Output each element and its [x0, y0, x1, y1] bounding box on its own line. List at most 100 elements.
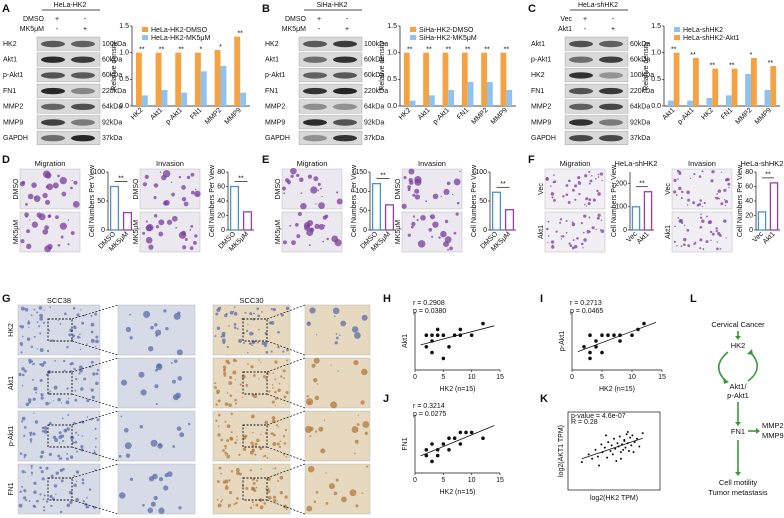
- protein-label: HK2: [3, 41, 17, 48]
- cell-spot: [38, 325, 41, 328]
- cell-spot: [252, 431, 254, 434]
- cell-spot: [228, 325, 230, 327]
- cell-spot: [256, 438, 260, 443]
- stat-text: p-value = 4.6e-07: [571, 413, 626, 420]
- cell-spot: [309, 435, 312, 437]
- bar: [429, 95, 435, 106]
- cell-spot: [78, 372, 81, 375]
- cell-spot: [283, 395, 287, 399]
- cell-spot: [683, 237, 687, 242]
- point: [624, 446, 627, 449]
- cell-spot: [214, 382, 217, 385]
- cell-spot: [31, 474, 33, 476]
- zoom-box: [47, 477, 73, 501]
- significance: **: [639, 181, 645, 188]
- cell-spot: [22, 373, 25, 377]
- cell-spot: [317, 182, 321, 186]
- cell-spot: [584, 174, 588, 178]
- cell-spot: [354, 332, 361, 339]
- treatment-sign: +: [83, 26, 87, 33]
- cell-spot: [720, 171, 723, 173]
- zoom-line: [71, 357, 119, 373]
- cell-spot: [224, 451, 227, 455]
- panel-letter: E: [262, 154, 269, 166]
- bar: [220, 66, 227, 106]
- point: [629, 436, 632, 439]
- point: [441, 442, 446, 446]
- blot-band: [569, 135, 593, 142]
- cell-spot: [66, 452, 69, 455]
- legend-swatch: [674, 27, 680, 32]
- cell-spot: [308, 401, 312, 405]
- cell-spot: [153, 214, 158, 218]
- cell-spot: [77, 434, 80, 436]
- point: [447, 448, 451, 452]
- point: [481, 321, 485, 326]
- panel-letter: D: [2, 154, 10, 166]
- cell-spot: [96, 368, 100, 372]
- cell-spot: [459, 170, 461, 173]
- cell-spot: [66, 427, 70, 431]
- cell-spot: [573, 244, 578, 249]
- cell-spot: [270, 321, 275, 325]
- blot-band: [599, 119, 623, 126]
- y-tick-label: 150: [355, 169, 367, 176]
- cell-spot: [223, 371, 227, 376]
- cell-spot: [39, 378, 43, 383]
- panel-letter: B: [262, 3, 270, 15]
- y-axis-label: Relative density: [379, 41, 386, 91]
- cell-spot: [39, 466, 42, 470]
- row-label: DMSO: [395, 178, 402, 200]
- zoom-line: [71, 499, 119, 515]
- cell-spot: [286, 359, 289, 362]
- point: [435, 327, 440, 332]
- cell-spot: [553, 198, 556, 202]
- cell-spot: [586, 229, 590, 234]
- cell-spot: [236, 327, 239, 330]
- cell-spot: [223, 374, 226, 377]
- bar: [712, 68, 719, 106]
- cell-spot: [252, 504, 255, 506]
- x-tick-label: 15: [496, 374, 504, 381]
- cell-spot: [33, 335, 36, 338]
- bar: [240, 92, 247, 106]
- cell-spot: [224, 479, 229, 484]
- blot-band: [71, 72, 95, 79]
- cell-spot: [53, 484, 58, 488]
- cell-spot: [316, 383, 319, 385]
- cell-spot: [251, 501, 254, 504]
- cell-spot: [260, 468, 262, 470]
- cell-spot: [45, 185, 49, 189]
- cell-spot: [25, 402, 30, 407]
- cell-spot: [72, 306, 76, 310]
- x-axis-label: log2(HK2 TPM): [590, 495, 638, 502]
- cell-spot: [75, 470, 79, 474]
- cell-spot: [23, 456, 26, 459]
- cell-spot: [224, 402, 229, 406]
- x-tick-label: 5: [441, 374, 445, 381]
- cell-spot: [239, 383, 242, 386]
- cell-spot: [414, 194, 421, 200]
- bar: [667, 100, 674, 106]
- blot-band: [599, 135, 623, 142]
- cell-spot: [78, 365, 83, 370]
- significance: **: [504, 47, 510, 54]
- significance: **: [407, 47, 413, 54]
- cell-spot: [306, 321, 311, 326]
- cell-spot: [573, 223, 575, 225]
- cell-spot: [417, 240, 426, 248]
- cell-spot: [255, 487, 258, 489]
- cell-spot: [314, 223, 320, 230]
- cell-spot: [39, 313, 43, 318]
- cell-spot: [92, 372, 96, 376]
- cell-spot: [66, 387, 69, 390]
- cell-spot: [43, 429, 48, 434]
- cell-spot: [179, 432, 185, 438]
- cell-spot: [28, 500, 31, 503]
- chart-title: HeLa-shHK2: [615, 159, 658, 168]
- bar: [706, 98, 713, 106]
- cell-spot: [48, 422, 52, 425]
- legend-swatch: [142, 27, 148, 32]
- cell-spot: [714, 196, 717, 199]
- cell-spot: [40, 470, 44, 474]
